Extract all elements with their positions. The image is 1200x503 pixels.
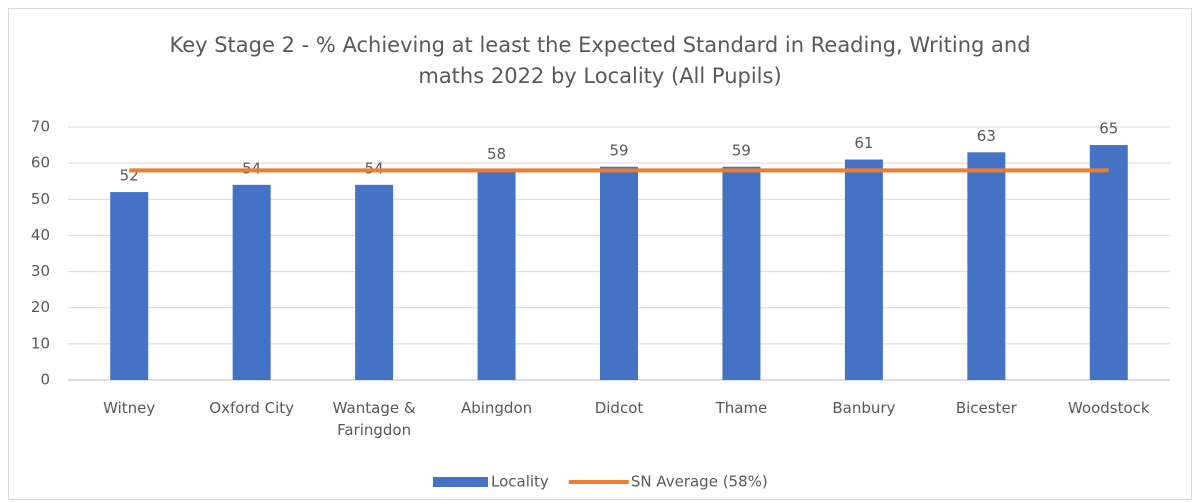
bar (600, 166, 638, 380)
data-label: 58 (487, 145, 506, 163)
y-tick-label: 60 (31, 154, 50, 172)
x-tick-label: Banbury (832, 399, 896, 417)
y-tick-label: 40 (31, 226, 50, 244)
legend-swatch (433, 477, 488, 487)
y-tick-label: 70 (31, 118, 50, 136)
data-label: 59 (609, 141, 628, 159)
x-tick-label: Abingdon (460, 399, 533, 417)
chart-title: Key Stage 2 - % Achieving at least the E… (169, 33, 1031, 88)
bar (1089, 145, 1128, 380)
x-tick-label: Didcot (594, 399, 644, 417)
data-label: 59 (732, 141, 751, 159)
x-tick-label: Thame (715, 399, 768, 417)
data-label: 63 (977, 127, 996, 145)
legend-label: Locality (491, 473, 549, 491)
y-tick-label: 0 (40, 371, 50, 389)
x-tick-label: Wantage & Faringdon (332, 399, 416, 439)
y-tick-label: 10 (31, 334, 50, 352)
bar (722, 166, 761, 380)
x-tick-label: Bicester (955, 399, 1017, 417)
bar (477, 170, 516, 380)
legend-label: SN Average (58%) (631, 473, 768, 491)
x-tick-label: Oxford City (209, 399, 295, 417)
x-tick-label: Witney (103, 399, 156, 417)
y-tick-label: 50 (31, 190, 50, 208)
bar (110, 192, 149, 380)
data-label: 54 (365, 159, 384, 177)
bar (967, 152, 1006, 380)
y-tick-label: 20 (31, 298, 50, 316)
bar (355, 184, 394, 380)
y-tick-label: 30 (31, 262, 50, 280)
data-label: 65 (1099, 120, 1118, 138)
bar (232, 184, 271, 380)
bar (844, 159, 883, 380)
data-label: 54 (242, 159, 261, 177)
data-label: 61 (854, 134, 873, 152)
x-tick-label: Woodstock (1067, 399, 1150, 417)
